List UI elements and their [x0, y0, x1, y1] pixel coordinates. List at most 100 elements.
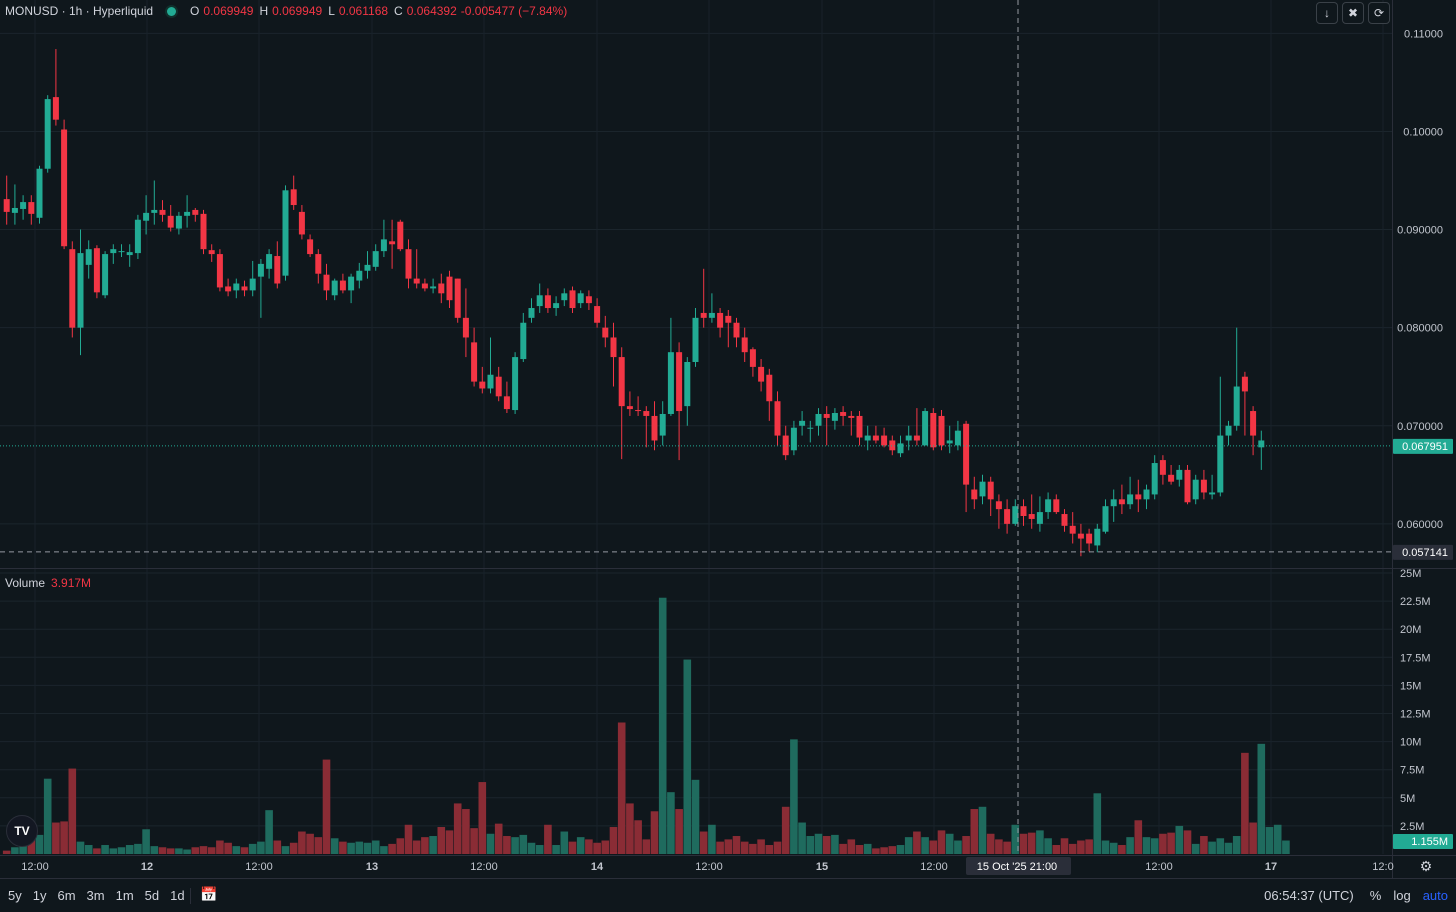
volume-bar: [1077, 840, 1085, 854]
volume-bar: [1068, 843, 1077, 854]
volume-bar: [831, 834, 839, 854]
range-3m[interactable]: 3m: [86, 888, 105, 903]
candle-body: [430, 286, 437, 289]
volume-label[interactable]: Volume: [5, 576, 46, 590]
candle-body: [356, 270, 363, 281]
volume-bar: [921, 837, 929, 854]
volume-bar: [150, 846, 159, 854]
volume-tick-label: 10M: [1400, 737, 1421, 749]
arrow-down-icon[interactable]: ↓: [1316, 2, 1338, 24]
volume-bar: [1036, 830, 1044, 854]
range-5d[interactable]: 5d: [144, 888, 160, 903]
candle-body: [946, 440, 953, 444]
price-tick-label: 0.11000: [1404, 28, 1443, 40]
volume-bar: [445, 830, 454, 854]
candle-body: [544, 295, 551, 309]
candle-body: [471, 342, 478, 382]
candle-body: [225, 286, 232, 292]
range-5y[interactable]: 5y: [8, 888, 22, 903]
candle-body: [667, 352, 674, 414]
volume-bar: [519, 834, 528, 854]
candle-body: [651, 415, 658, 441]
candle-body: [298, 211, 305, 235]
volume-bar: [478, 782, 487, 854]
candle-body: [700, 312, 707, 318]
auto-toggle[interactable]: auto: [1422, 888, 1448, 903]
volume-bar: [355, 841, 364, 854]
volume-bar: [404, 824, 413, 854]
volume-bar: [298, 831, 306, 854]
volume-bar: [937, 830, 946, 854]
volume-bar: [1257, 743, 1266, 854]
calendar-goto-icon[interactable]: 📅: [200, 886, 218, 902]
candle-body: [405, 249, 412, 279]
volume-bar: [1241, 752, 1249, 854]
volume-bar: [462, 809, 470, 854]
log-toggle[interactable]: log: [1393, 888, 1411, 903]
candle-body: [446, 276, 453, 301]
volume-bar: [970, 809, 979, 854]
change-value: -0.005477 (−7.84%): [460, 4, 568, 18]
candle-body: [676, 352, 683, 412]
candle-body: [143, 212, 150, 221]
volume-bar: [1273, 824, 1282, 854]
utc-clock[interactable]: 06:54:37 (UTC): [1264, 888, 1354, 903]
candle-body: [1086, 533, 1093, 544]
time-tick-label: 15: [816, 861, 828, 873]
candle-body: [618, 357, 625, 407]
candle-body: [134, 219, 141, 254]
volume-bar: [35, 834, 44, 854]
crosshair-time-box: [966, 857, 1071, 875]
volume-bar: [175, 848, 183, 854]
range-1m[interactable]: 1m: [115, 888, 134, 903]
volume-bar: [995, 839, 1003, 854]
candle-body: [290, 189, 297, 206]
candle-body: [733, 322, 740, 338]
percent-toggle[interactable]: %: [1369, 888, 1382, 903]
volume-bar: [166, 848, 175, 854]
price-tick-label: 0.10000: [1403, 126, 1443, 138]
candle-body: [807, 427, 814, 429]
volume-bar: [839, 843, 847, 854]
candle-body: [610, 337, 617, 358]
candle-body: [905, 435, 912, 441]
range-1y[interactable]: 1y: [32, 888, 47, 903]
range-1d[interactable]: 1d: [170, 888, 185, 903]
candle-body: [922, 411, 929, 446]
range-6m[interactable]: 6m: [57, 888, 76, 903]
volume-current-label-box: [1393, 834, 1453, 849]
volume-bar: [421, 837, 429, 854]
volume-bar: [1224, 842, 1233, 854]
candle-body: [864, 435, 871, 441]
candle-body: [1077, 533, 1084, 539]
candle-body: [585, 296, 592, 304]
volume-bar: [527, 842, 536, 854]
volume-bar: [855, 845, 864, 854]
tradingview-logo-icon[interactable]: TV: [6, 815, 38, 847]
volume-bar: [43, 778, 52, 854]
candle-body: [872, 435, 879, 441]
time-tick-label: 12:0: [1372, 861, 1393, 873]
crosshair-price-label-box: [1393, 544, 1453, 560]
volume-bar: [609, 827, 618, 854]
symbol-title[interactable]: MONUSD · 1h · Hyperliquid: [5, 4, 154, 18]
crosshair-overlay: [0, 0, 1392, 854]
volume-bar: [1109, 842, 1118, 854]
volume-bar: [781, 806, 790, 854]
candle-body: [77, 253, 84, 328]
volume-bar: [1175, 825, 1184, 854]
volume-bar: [658, 597, 667, 854]
volume-bars: [2, 597, 1290, 854]
market-status-icon[interactable]: [167, 6, 177, 16]
price-tick-label: 0.090000: [1397, 225, 1443, 237]
collapse-icon[interactable]: ✖: [1342, 2, 1364, 24]
time-tick-label: 12:00: [695, 861, 723, 873]
gear-icon[interactable]: ⚙: [1419, 858, 1433, 874]
candle-body: [323, 274, 330, 291]
reset-icon[interactable]: ⟳: [1368, 2, 1390, 24]
volume-bar: [732, 836, 741, 854]
axes: 0.11000 0.10000 0.090000 0.080000 0.070000 0.…: [21, 28, 1453, 875]
candle-body: [1061, 514, 1068, 526]
volume-bar: [314, 837, 323, 854]
